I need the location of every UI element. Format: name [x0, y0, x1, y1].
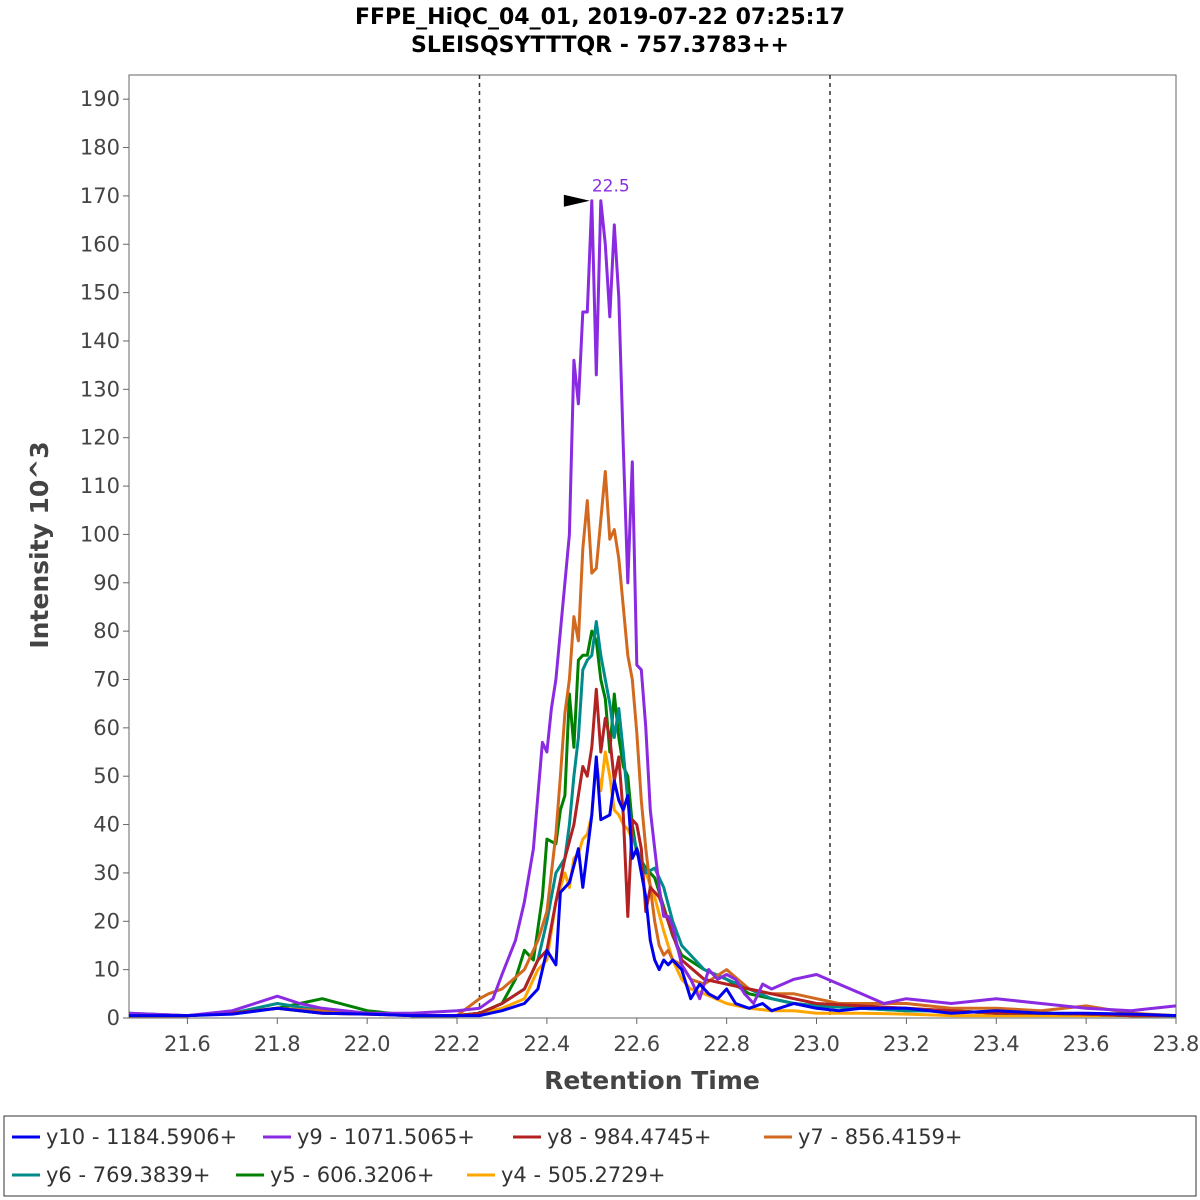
y-tick-label: 110 — [80, 474, 120, 498]
x-tick-label: 22.8 — [703, 1032, 750, 1056]
legend-item: y7 - 856.4159+ — [764, 1125, 963, 1149]
peak-boundaries — [478, 75, 831, 1018]
legend-item: y9 - 1071.5065+ — [263, 1125, 475, 1149]
legend-label: y8 - 984.4745+ — [547, 1125, 712, 1149]
legend-label: y9 - 1071.5065+ — [297, 1125, 475, 1149]
y-axis-label: Intensity 10^3 — [25, 441, 54, 648]
legend-item: y4 - 505.2729+ — [467, 1163, 666, 1187]
x-tick-label: 22.0 — [344, 1032, 391, 1056]
x-tick-label: 22.4 — [524, 1032, 571, 1056]
legend-item: y5 - 606.3206+ — [236, 1163, 435, 1187]
y-tick-label: 130 — [80, 377, 120, 401]
legend-item: y10 - 1184.5906+ — [12, 1125, 237, 1149]
x-tick-label: 23.4 — [973, 1032, 1020, 1056]
chart-subtitle: SLEISQSYTTTQR - 757.3783++ — [411, 33, 789, 58]
x-tick-label: 23.0 — [793, 1032, 840, 1056]
series-line — [129, 755, 1177, 1018]
legend-label: y7 - 856.4159+ — [798, 1125, 963, 1149]
y-tick-label: 190 — [80, 87, 120, 111]
legend-item: y6 - 769.3839+ — [12, 1163, 211, 1187]
y-tick-label: 120 — [80, 426, 120, 450]
series-line — [129, 687, 1176, 1018]
y-tick-label: 50 — [93, 764, 120, 788]
y-tick-label: 40 — [93, 813, 120, 837]
legend-label: y10 - 1184.5906+ — [46, 1125, 237, 1149]
y-tick-label: 180 — [80, 136, 120, 160]
y-tick-label: 30 — [93, 861, 120, 885]
annotation-label: 22.5 — [592, 177, 630, 197]
x-tick-label: 22.2 — [434, 1032, 481, 1056]
y-axis: 0 10 20 30 40 50 60 70 80 90 100 110 120 130 140 150 160… — [80, 87, 129, 1030]
y-tick-label: 100 — [80, 522, 120, 546]
x-tick-label: 21.6 — [164, 1032, 211, 1056]
y-tick-label: 170 — [80, 184, 120, 208]
legend-box — [3, 1115, 1197, 1197]
y-tick-label: 60 — [93, 716, 120, 740]
series-line — [128, 199, 1177, 1018]
series-lines — [128, 199, 1177, 1018]
y-tick-label: 90 — [93, 571, 120, 595]
plot-frame — [128, 74, 1177, 1019]
x-tick-label: 22.6 — [613, 1032, 660, 1056]
y-tick-label: 0 — [107, 1006, 120, 1030]
x-tick-label: 23.2 — [883, 1032, 930, 1056]
legend-items: y10 - 1184.5906+ y9 - 1071.5065+ y8 - 984.… — [12, 1125, 963, 1187]
legend-item: y8 - 984.4745+ — [513, 1125, 712, 1149]
x-axis: 21.6 21.8 22.0 22.2 22.4 22.6 22.8 23.0 23.2 23.4… — [164, 1018, 1199, 1056]
x-axis-label: Retention Time — [544, 1066, 760, 1095]
y-tick-label: 140 — [80, 329, 120, 353]
legend-label: y4 - 505.2729+ — [501, 1163, 666, 1187]
legend-label: y6 - 769.3839+ — [46, 1163, 211, 1187]
legend-label: y5 - 606.3206+ — [270, 1163, 435, 1187]
y-tick-label: 150 — [80, 281, 120, 305]
plot-area: 22.5 — [128, 74, 1177, 1019]
legend: y10 - 1184.5906+ y9 - 1071.5065+ y8 - 984.… — [3, 1115, 1197, 1197]
y-tick-label: 80 — [93, 619, 120, 643]
y-tick-label: 20 — [93, 909, 120, 933]
peak-annotation: 22.5 — [563, 177, 630, 207]
chart-title: FFPE_HiQC_04_01, 2019-07-22 07:25:17 — [355, 5, 845, 30]
y-tick-label: 70 — [93, 667, 120, 691]
x-tick-label: 21.8 — [254, 1032, 301, 1056]
y-tick-label: 10 — [93, 958, 120, 982]
x-tick-label: 23.6 — [1063, 1032, 1110, 1056]
x-tick-label: 23.8 — [1153, 1032, 1200, 1056]
y-tick-label: 160 — [80, 232, 120, 256]
annotation-arrow — [563, 194, 590, 207]
